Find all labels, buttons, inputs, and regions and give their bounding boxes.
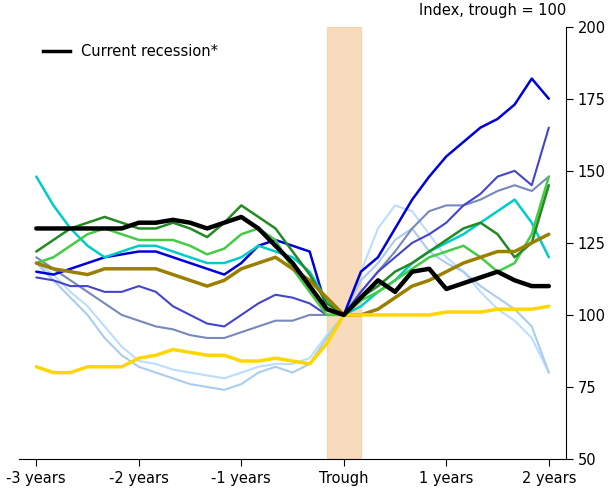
Bar: [327, 27, 361, 459]
Text: Index, trough = 100: Index, trough = 100: [418, 3, 566, 18]
Legend: Current recession*: Current recession*: [37, 38, 224, 65]
